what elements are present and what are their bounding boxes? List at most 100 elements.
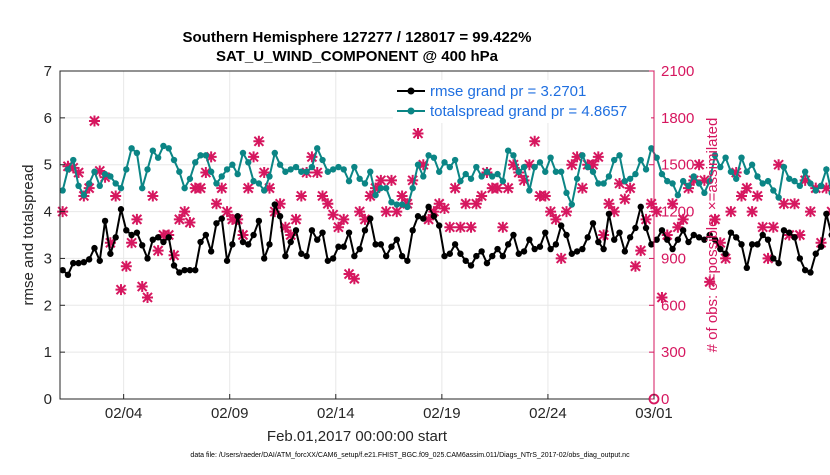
rmse-point — [372, 241, 379, 248]
totalspread-point — [292, 163, 300, 171]
rmse-point — [197, 238, 204, 246]
obs-assimilated-plus-mark — [311, 167, 323, 179]
rmse-point — [812, 250, 819, 257]
obs-assimilated-plus-mark — [539, 190, 551, 202]
obs-assimilated-plus-mark — [497, 221, 509, 233]
obs-assimilated-plus-mark — [242, 182, 254, 194]
rmse-point — [133, 229, 141, 236]
totalspread-point — [139, 184, 146, 192]
totalspread-point — [75, 182, 82, 189]
totalspread-point — [791, 177, 798, 185]
rmse-point — [552, 241, 560, 248]
rmse-point — [128, 231, 135, 239]
totalspread-point — [669, 180, 676, 187]
totalspread-point — [526, 187, 533, 194]
totalspread-point — [706, 177, 713, 185]
rmse-point — [536, 243, 544, 250]
totalspread-point — [467, 175, 475, 182]
rmse-point — [250, 231, 257, 239]
x-tick-label: 02/04 — [105, 405, 143, 422]
series-layer — [57, 115, 830, 405]
obs-assimilated-plus-mark — [693, 159, 705, 171]
totalspread-point — [154, 154, 162, 161]
y-left-tick-label: 7 — [44, 63, 52, 80]
obs-assimilated-plus-mark — [709, 213, 721, 225]
totalspread-point — [738, 154, 745, 161]
obs-assimilated-plus-mark — [338, 213, 350, 225]
rmse-point — [91, 244, 98, 252]
totalspread-point — [632, 170, 639, 178]
rmse-point — [101, 217, 109, 225]
rmse-point — [457, 250, 464, 257]
totalspread-point — [340, 166, 347, 173]
totalspread-point — [770, 187, 777, 194]
totalspread-point — [600, 180, 607, 187]
totalspread-point — [637, 156, 644, 164]
totalspread-point — [414, 161, 422, 168]
rmse-point — [398, 252, 406, 260]
y-left-tick-label: 5 — [44, 157, 52, 174]
obs-assimilated-plus-mark — [592, 151, 604, 163]
totalspread-point — [473, 163, 480, 171]
rmse-point — [801, 266, 809, 274]
y-left-tick-label: 0 — [44, 391, 52, 408]
totalspread-point — [733, 175, 740, 182]
totalspread-point — [303, 168, 310, 175]
totalspread-point — [197, 152, 204, 159]
rmse-point — [377, 241, 385, 248]
totalspread-point — [398, 201, 406, 208]
y-left-tick-label: 4 — [44, 204, 52, 221]
obs-assimilated-plus-mark — [751, 190, 763, 202]
y-right-tick-label: 1200 — [661, 204, 694, 221]
rmse-point — [303, 252, 310, 260]
totalspread-point — [536, 159, 544, 166]
rmse-point — [335, 243, 342, 250]
rmse-point — [467, 262, 475, 269]
obs-assimilated-plus-mark — [195, 182, 207, 194]
rmse-point — [489, 252, 496, 260]
obs-assimilated-plus-mark — [555, 252, 567, 264]
obs-assimilated-plus-mark — [470, 198, 482, 210]
obs-assimilated-plus-mark — [566, 159, 578, 171]
totalspread-point — [276, 161, 284, 168]
rmse-point — [420, 215, 427, 222]
rmse-point — [245, 241, 252, 248]
rmse-point — [213, 220, 220, 227]
rmse-point — [436, 222, 443, 229]
axes-layer: 0 1 2 3 4 5 6 7 0 300 600 900 1200 1500 1800 2100 02/04 0… — [44, 63, 695, 422]
totalspread-point — [727, 168, 735, 175]
totalspread-point — [149, 147, 157, 154]
totalspread-point — [483, 168, 491, 175]
obs-assimilated-plus-mark — [248, 151, 260, 163]
obs-assimilated-plus-mark — [439, 202, 451, 214]
totalspread-point — [80, 191, 88, 199]
obs-assimilated-plus-mark — [131, 213, 143, 225]
rmse-point — [80, 258, 88, 266]
rmse-point — [510, 231, 517, 239]
totalspread-point — [780, 163, 788, 171]
rmse-point — [393, 236, 400, 243]
totalspread-point — [271, 149, 278, 157]
totalspread-point — [96, 182, 103, 189]
rmse-point — [361, 227, 369, 234]
rmse-point — [568, 250, 575, 257]
rmse-point — [112, 234, 119, 241]
totalspread-point — [605, 173, 613, 180]
rmse-point — [589, 220, 597, 227]
y-left-tick-label: 6 — [44, 110, 52, 127]
totalspread-point — [192, 159, 199, 166]
rmse-series — [59, 200, 830, 279]
obs-assimilated-plus-mark — [598, 229, 610, 241]
rmse-point — [223, 257, 231, 264]
obs-assimilated-plus-mark — [492, 182, 504, 194]
y-right-tick-label: 600 — [661, 297, 686, 314]
totalspread-point — [743, 168, 751, 175]
obs-assimilated-plus-mark — [332, 221, 344, 233]
obs-assimilated-plus-mark — [629, 260, 641, 272]
obs-assimilated-plus-mark — [746, 206, 758, 218]
rmse-point — [292, 227, 300, 234]
totalspread-point — [595, 180, 602, 187]
totalspread-point — [462, 170, 469, 178]
totalspread-point — [255, 180, 263, 187]
totalspread-point — [701, 189, 708, 197]
